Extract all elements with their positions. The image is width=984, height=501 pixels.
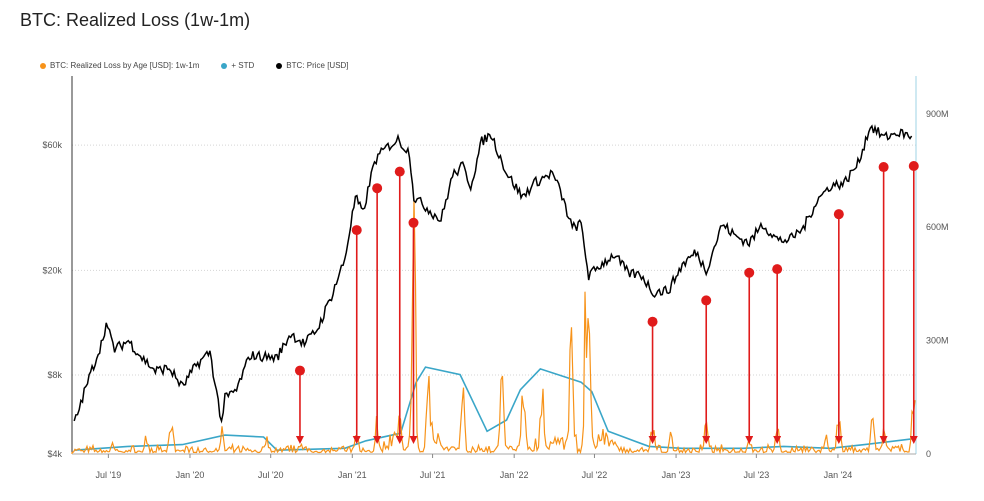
y-left-tick-label: $20k xyxy=(42,265,62,275)
axes xyxy=(71,76,917,458)
grid-lines xyxy=(72,144,916,455)
x-tick-label: Jan '23 xyxy=(662,470,691,480)
annotation-dot-7 xyxy=(744,267,755,278)
x-tick-label: Jul '20 xyxy=(258,470,284,480)
annotation-dot-5 xyxy=(647,316,658,327)
legend-item-realized-loss[interactable]: BTC: Realized Loss by Age [USD]: 1w-1m xyxy=(40,61,199,70)
y-right-tick-label: 900M xyxy=(926,109,949,119)
x-tick-label: Jan '22 xyxy=(500,470,529,480)
x-tick-label: Jul '21 xyxy=(420,470,446,480)
price-line xyxy=(73,124,913,424)
legend-label-price: BTC: Price [USD] xyxy=(286,61,349,70)
annotation-dot-3 xyxy=(394,166,405,177)
y-left-tick-label: $8k xyxy=(47,370,62,380)
y-right-tick-label: 300M xyxy=(926,336,949,346)
y-right-tick-label: 600M xyxy=(926,222,949,232)
realized-loss-series xyxy=(71,198,916,455)
legend: BTC: Realized Loss by Age [USD]: 1w-1m +… xyxy=(40,61,349,70)
chart-title: BTC: Realized Loss (1w-1m) xyxy=(20,10,251,30)
x-tick-label: Jul '19 xyxy=(96,470,122,480)
x-tick-label: Jan '21 xyxy=(338,470,367,480)
std-series xyxy=(74,366,912,452)
y-left-tick-label: $4k xyxy=(47,449,62,459)
tick-labels: $4k $8k $20k $60k 0 300M 600M 900M Jul '19 Jan '2… xyxy=(42,109,948,480)
y-right-tick-label: 0 xyxy=(926,449,931,459)
annotation-dot-9 xyxy=(833,209,844,220)
annotation-dot-1 xyxy=(351,225,362,236)
annotation-dot-8 xyxy=(772,264,783,275)
annotation-dot-11 xyxy=(908,161,919,172)
legend-marker-price xyxy=(276,62,283,69)
annotation-dot-4 xyxy=(408,217,419,228)
x-tick-label: Jan '24 xyxy=(824,470,853,480)
legend-marker-std xyxy=(221,62,228,69)
legend-marker-realized-loss xyxy=(40,62,46,69)
x-tick-label: Jan '20 xyxy=(176,470,205,480)
realized-loss-line xyxy=(71,198,916,455)
x-tick-label: Jul '22 xyxy=(582,470,608,480)
legend-item-std[interactable]: + STD xyxy=(221,61,254,70)
annotation-layer xyxy=(294,161,919,444)
annotation-dot-0 xyxy=(294,365,305,376)
x-tick-label: Jul '23 xyxy=(743,470,769,480)
annotation-dot-6 xyxy=(701,295,712,306)
legend-item-price[interactable]: BTC: Price [USD] xyxy=(276,61,349,70)
y-left-tick-label: $60k xyxy=(42,140,62,150)
legend-label-realized-loss: BTC: Realized Loss by Age [USD]: 1w-1m xyxy=(50,61,200,70)
legend-label-std: + STD xyxy=(231,61,255,70)
annotation-dot-10 xyxy=(878,162,889,173)
std-line xyxy=(74,366,912,452)
price-series xyxy=(73,124,913,424)
annotation-dot-2 xyxy=(372,183,383,194)
